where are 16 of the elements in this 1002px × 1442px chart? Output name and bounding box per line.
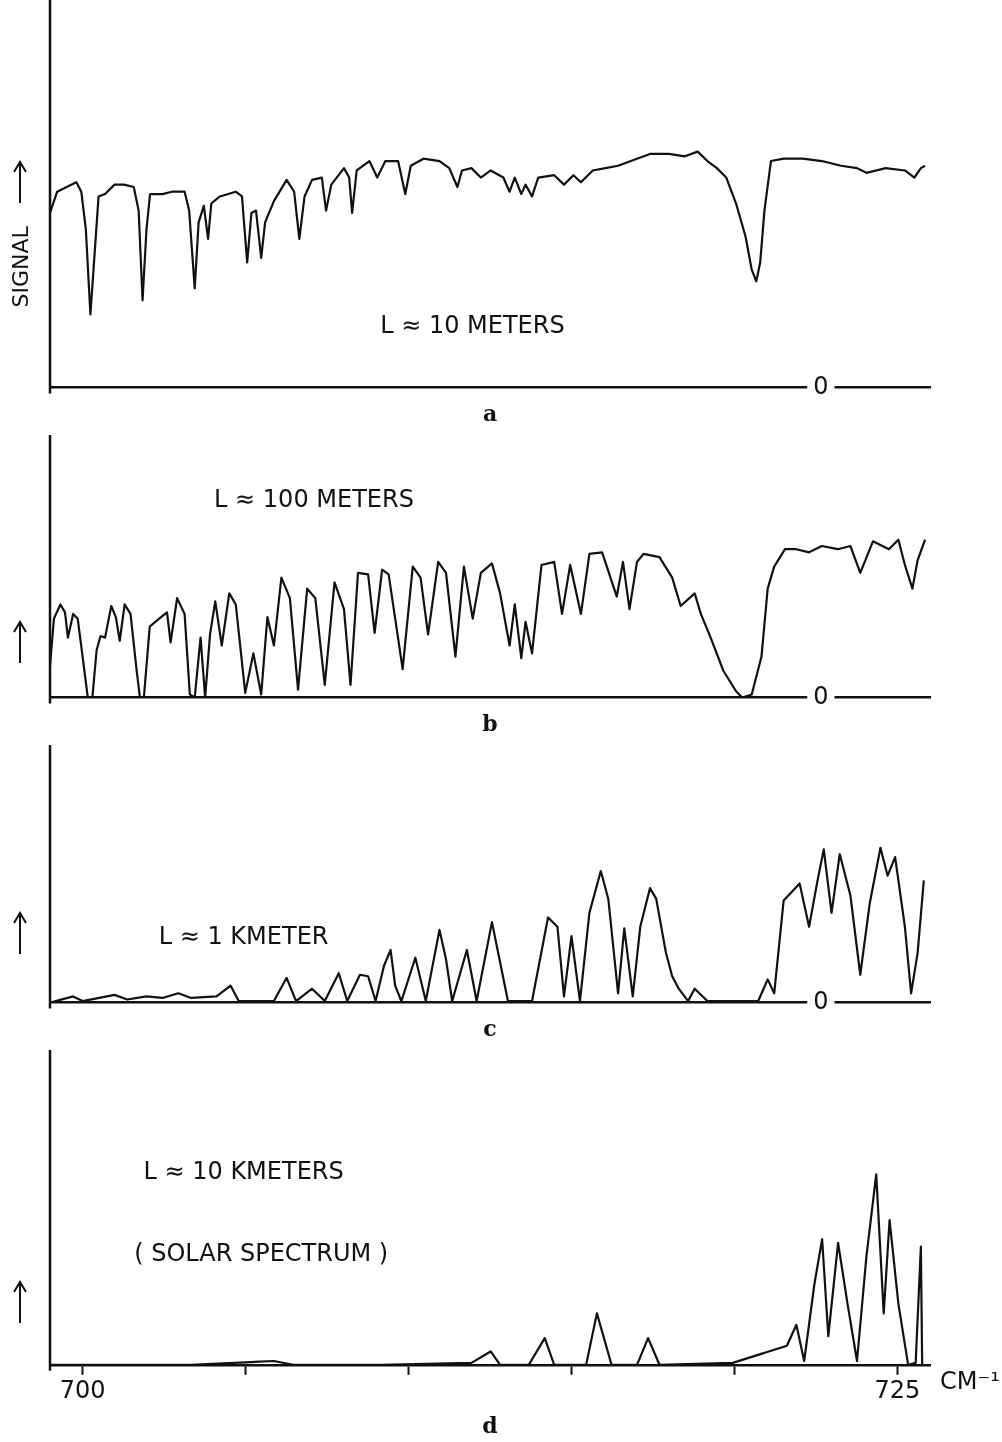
x-tick-label: 725 bbox=[874, 1376, 921, 1405]
annotation: 0 bbox=[813, 681, 829, 710]
annotation: 0 bbox=[813, 986, 829, 1015]
x-axis-title: CM⁻¹ bbox=[940, 1367, 1000, 1396]
text: b bbox=[482, 709, 498, 736]
annotation: 0 bbox=[813, 371, 829, 400]
x-tick-label: 700 bbox=[59, 1376, 106, 1405]
annotation: ( SOLAR SPECTRUM ) bbox=[134, 1239, 389, 1268]
text: L ≈ 100 METERS bbox=[214, 484, 414, 513]
text: a bbox=[482, 399, 498, 426]
annotation: L ≈ 10 KMETERS bbox=[143, 1157, 344, 1186]
y-axis-title: SIGNAL bbox=[7, 225, 33, 308]
annotation: L ≈ 10 METERS bbox=[380, 311, 565, 340]
text: c bbox=[483, 1014, 497, 1041]
annotation: L ≈ 1 KMETER bbox=[158, 922, 329, 951]
text: d bbox=[482, 1411, 498, 1438]
